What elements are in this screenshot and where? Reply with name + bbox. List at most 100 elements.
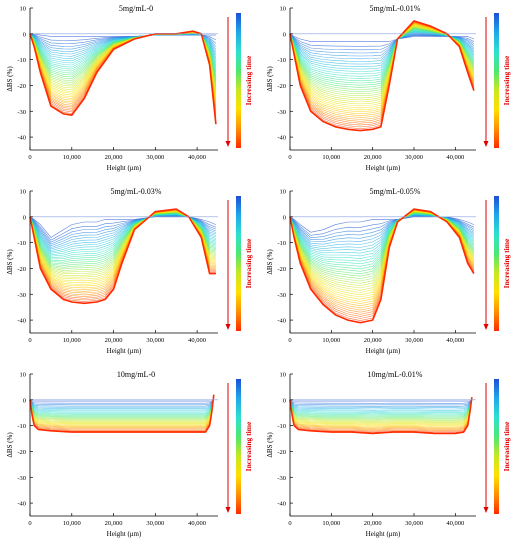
y-tick-label: 10 bbox=[280, 189, 287, 196]
series-line-5 bbox=[289, 399, 473, 409]
series-line-40 bbox=[289, 19, 475, 132]
time-arrow-head bbox=[225, 507, 231, 513]
series-line-18 bbox=[289, 398, 473, 423]
y-tick-label: -20 bbox=[17, 83, 26, 90]
x-tick-label: 10,000 bbox=[322, 154, 340, 161]
colorbar bbox=[494, 196, 499, 331]
series-line-12 bbox=[29, 397, 215, 416]
series-line-13 bbox=[289, 398, 473, 418]
series-line-3 bbox=[29, 399, 215, 406]
x-tick-label: 10,000 bbox=[322, 520, 340, 527]
time-arrow-head bbox=[225, 324, 231, 330]
y-tick-label: -30 bbox=[277, 109, 286, 116]
y-tick-label: -20 bbox=[277, 83, 286, 90]
x-tick-label: 10,000 bbox=[322, 337, 340, 344]
series-line-24 bbox=[29, 395, 215, 428]
increasing-time-label: Increasing time bbox=[244, 238, 253, 288]
y-tick-label: -40 bbox=[17, 318, 26, 325]
x-tick-label: 10,000 bbox=[63, 337, 81, 344]
y-axis-label: ΔBS (%) bbox=[6, 66, 14, 92]
chart-title: 5mg/mL-0 bbox=[119, 4, 153, 13]
x-tick-label: 0 bbox=[28, 154, 31, 161]
series-line-9 bbox=[29, 397, 215, 413]
y-tick-label: -10 bbox=[277, 240, 286, 247]
series-line-40 bbox=[289, 208, 475, 324]
series-line-4 bbox=[29, 398, 215, 407]
x-axis-label: Height (μm) bbox=[366, 164, 401, 172]
x-tick-label: 0 bbox=[28, 337, 31, 344]
x-tick-label: 40,000 bbox=[446, 520, 464, 527]
y-tick-label: -30 bbox=[17, 292, 26, 299]
colorbar bbox=[494, 379, 499, 514]
increasing-time-label: Increasing time bbox=[244, 421, 253, 471]
series-line-28 bbox=[289, 397, 473, 432]
series-line-26 bbox=[289, 397, 473, 431]
series-line-20 bbox=[29, 396, 215, 424]
series-line-16 bbox=[289, 398, 473, 421]
x-tick-label: 10,000 bbox=[63, 154, 81, 161]
x-tick-label: 20,000 bbox=[105, 520, 123, 527]
x-tick-label: 20,000 bbox=[364, 337, 382, 344]
chart-panel-6: -40 -30 -20 -10 0 10 0 10,000 20,000 30,000 40,000… bbox=[266, 370, 511, 538]
series-line-4 bbox=[289, 399, 473, 407]
y-tick-label: -20 bbox=[277, 449, 286, 456]
x-tick-label: 40,000 bbox=[446, 337, 464, 344]
series-line-21 bbox=[29, 32, 217, 88]
series-line-22 bbox=[289, 397, 473, 427]
y-tick-label: 10 bbox=[280, 6, 287, 13]
x-tick-label: 30,000 bbox=[146, 337, 164, 344]
y-tick-label: 0 bbox=[283, 397, 286, 404]
series-line-23 bbox=[29, 32, 217, 92]
series-line-17 bbox=[289, 398, 473, 422]
chart-panel-5: -40 -30 -20 -10 0 10 0 10,000 20,000 30,000 40,000… bbox=[6, 370, 253, 538]
chart-title: 10mg/mL-0 bbox=[117, 370, 155, 379]
time-arrow-head bbox=[483, 507, 489, 513]
series-line-3 bbox=[289, 399, 473, 406]
x-axis-label: Height (μm) bbox=[107, 164, 142, 172]
y-axis-label: ΔBS (%) bbox=[266, 432, 274, 458]
x-tick-label: 30,000 bbox=[146, 520, 164, 527]
x-tick-label: 20,000 bbox=[364, 520, 382, 527]
chart-panel-1: -40 -30 -20 -10 0 10 0 10,000 20,000 30,000 40,000… bbox=[6, 4, 253, 172]
y-tick-label: 10 bbox=[20, 189, 27, 196]
series-line-22 bbox=[29, 395, 215, 426]
series-line-1 bbox=[289, 399, 473, 402]
series-line-5 bbox=[29, 398, 215, 408]
series-line-25 bbox=[29, 395, 215, 429]
series-line-18 bbox=[29, 396, 215, 422]
y-axis-label: ΔBS (%) bbox=[266, 66, 274, 92]
y-tick-label: -30 bbox=[17, 109, 26, 116]
y-tick-label: -30 bbox=[277, 292, 286, 299]
x-tick-label: 40,000 bbox=[188, 154, 206, 161]
series-line-30 bbox=[289, 397, 473, 435]
x-axis-label: Height (μm) bbox=[107, 347, 142, 355]
x-tick-label: 0 bbox=[288, 520, 291, 527]
y-tick-label: -10 bbox=[17, 423, 26, 430]
series-line-11 bbox=[29, 397, 215, 415]
x-tick-label: 10,000 bbox=[63, 520, 81, 527]
series-line-7 bbox=[29, 398, 215, 411]
series-line-16 bbox=[29, 396, 215, 420]
chart-title: 5mg/mL-0.03% bbox=[111, 187, 162, 196]
x-tick-label: 30,000 bbox=[146, 154, 164, 161]
colorbar bbox=[236, 13, 241, 148]
y-tick-label: -20 bbox=[17, 266, 26, 273]
y-tick-label: -40 bbox=[277, 135, 286, 142]
series-line-1 bbox=[29, 399, 214, 402]
series-line-2 bbox=[29, 399, 215, 404]
x-tick-label: 30,000 bbox=[405, 154, 423, 161]
series-line-10 bbox=[289, 398, 473, 415]
series-line-2 bbox=[289, 399, 473, 404]
increasing-time-label: Increasing time bbox=[244, 55, 253, 105]
series-line-9 bbox=[289, 398, 473, 413]
x-tick-label: 0 bbox=[288, 154, 291, 161]
colorbar bbox=[494, 13, 499, 148]
y-tick-label: -40 bbox=[17, 501, 26, 508]
x-tick-label: 20,000 bbox=[364, 154, 382, 161]
series-line-23 bbox=[289, 397, 473, 428]
series-line-13 bbox=[289, 30, 475, 77]
series-line-19 bbox=[289, 398, 473, 424]
chart-title: 5mg/mL-0.01% bbox=[370, 4, 421, 13]
series-line-40 bbox=[29, 30, 217, 125]
